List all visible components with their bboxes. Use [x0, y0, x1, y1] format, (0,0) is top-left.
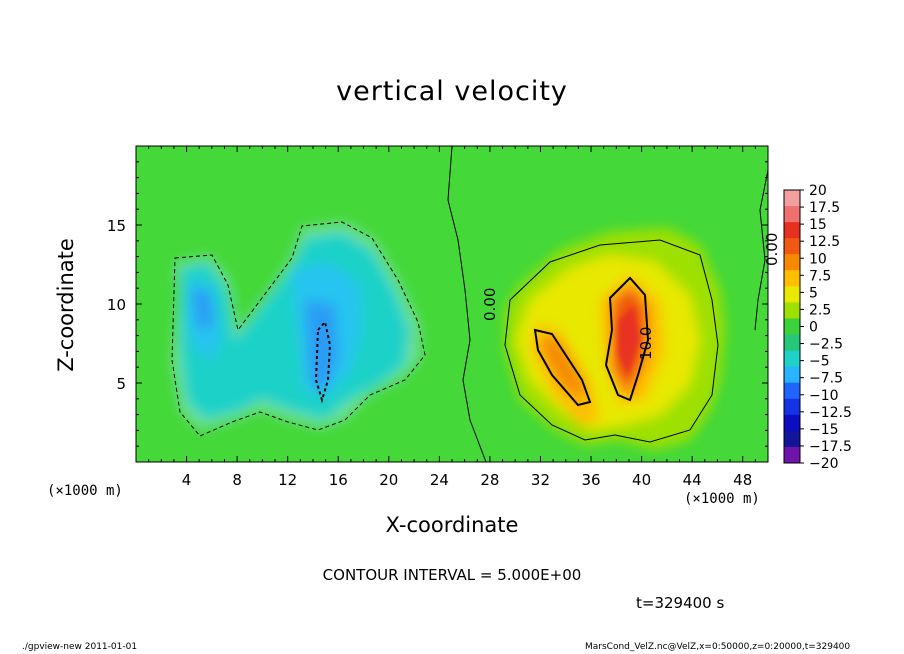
y-tick-label: 5 — [116, 375, 126, 393]
contour-label-0: 0.00 — [481, 288, 499, 321]
contour-interval-label: CONTOUR INTERVAL = 5.000E+00 — [322, 566, 582, 584]
colorbar-swatch — [784, 446, 800, 464]
contour-positive-5 — [504, 239, 719, 443]
heatmap-field — [136, 146, 768, 462]
contour-lines — [171, 146, 768, 462]
colorbar-label: 12.5 — [809, 234, 840, 250]
colorbar-label: 15 — [809, 217, 827, 233]
x-tick-label: 32 — [531, 471, 550, 489]
x-axis: 4 8 12 16 20 24 28 32 36 40 44 48 — [148, 146, 756, 489]
x-tick-label: 20 — [379, 471, 398, 489]
downdraft-core — [192, 288, 338, 395]
x-tick-label: 36 — [581, 471, 600, 489]
colorbar-label: 10 — [809, 251, 827, 267]
contour-positive-10-right — [604, 276, 650, 402]
x-tick-label: 16 — [329, 471, 348, 489]
y-tick-label: 10 — [107, 296, 126, 314]
x-tick-label: 28 — [480, 471, 499, 489]
downdraft-region-mid — [180, 232, 410, 420]
colorbar-swatch — [784, 254, 800, 271]
y-tick-label: 15 — [107, 217, 126, 235]
contour-zero-right — [754, 169, 768, 331]
colorbar-swatch — [784, 334, 800, 352]
x-tick-label: 12 — [278, 471, 297, 489]
colorbar-swatch — [784, 366, 800, 384]
colorbar-label: 5 — [809, 285, 818, 301]
x-tick-label: 48 — [733, 471, 752, 489]
contour-positive-10-left — [533, 328, 592, 407]
footer-right-text: MarsCond_VelZ.nc@VelZ,x=0:50000,z=0:2000… — [585, 642, 851, 652]
colorbar-label: −20 — [809, 456, 839, 472]
colorbar-swatch — [784, 350, 800, 368]
x-axis-label: X-coordinate — [385, 513, 519, 537]
x-tick-label: 4 — [182, 471, 192, 489]
contour-zero-left-dashed — [171, 221, 426, 437]
colorbar-swatch — [784, 398, 800, 416]
time-label: t=329400 s — [636, 594, 725, 612]
contour-negative-dashed — [314, 319, 332, 404]
x-tick-label: 40 — [632, 471, 651, 489]
x-tick-label: 24 — [430, 471, 449, 489]
colorbar-label: 17.5 — [809, 200, 840, 216]
x-axis-units: (×1000 m) — [684, 491, 760, 507]
updraft-core-left — [540, 335, 585, 400]
colorbar-label: −17.5 — [809, 439, 852, 455]
colorbar-swatch — [784, 286, 800, 303]
contour-label-1: 10.0 — [637, 327, 655, 360]
y-axis: 5 10 15 — [107, 161, 768, 447]
colorbar-label: 2.5 — [809, 302, 831, 318]
colorbar-label: −12.5 — [809, 405, 852, 421]
colorbar-swatch — [784, 270, 800, 287]
colorbar-swatch — [784, 414, 800, 432]
colorbar-label: 20 — [809, 183, 827, 199]
contour-zero-line — [447, 146, 487, 462]
x-tick-label: 8 — [232, 471, 242, 489]
colorbar-swatch — [784, 206, 800, 223]
colorbar-label: 7.5 — [809, 268, 831, 284]
colorbar-swatch — [784, 382, 800, 400]
colorbar-swatch — [784, 302, 800, 319]
colorbar-swatch — [784, 238, 800, 255]
colorbar-swatch — [784, 222, 800, 239]
colorbar-label: −2.5 — [809, 337, 843, 353]
contour-label-2: 0.00 — [763, 233, 781, 266]
colorbar-swatch — [784, 430, 800, 448]
colorbar-label: −7.5 — [809, 371, 843, 387]
y-axis-units: (×1000 m) — [47, 483, 123, 499]
x-tick-label: 44 — [683, 471, 702, 489]
colorbar-label: −5 — [809, 354, 830, 370]
updraft-peak — [618, 305, 640, 375]
chart-title: vertical velocity — [336, 76, 568, 107]
colorbar-label: −15 — [809, 422, 839, 438]
colorbar-label: 0 — [809, 320, 818, 336]
footer-left-text: ./gpview-new 2011-01-01 — [22, 642, 138, 652]
colorbar-swatch — [784, 318, 800, 336]
colorbar-label: −10 — [809, 388, 839, 404]
colorbar-swatch — [784, 190, 800, 207]
